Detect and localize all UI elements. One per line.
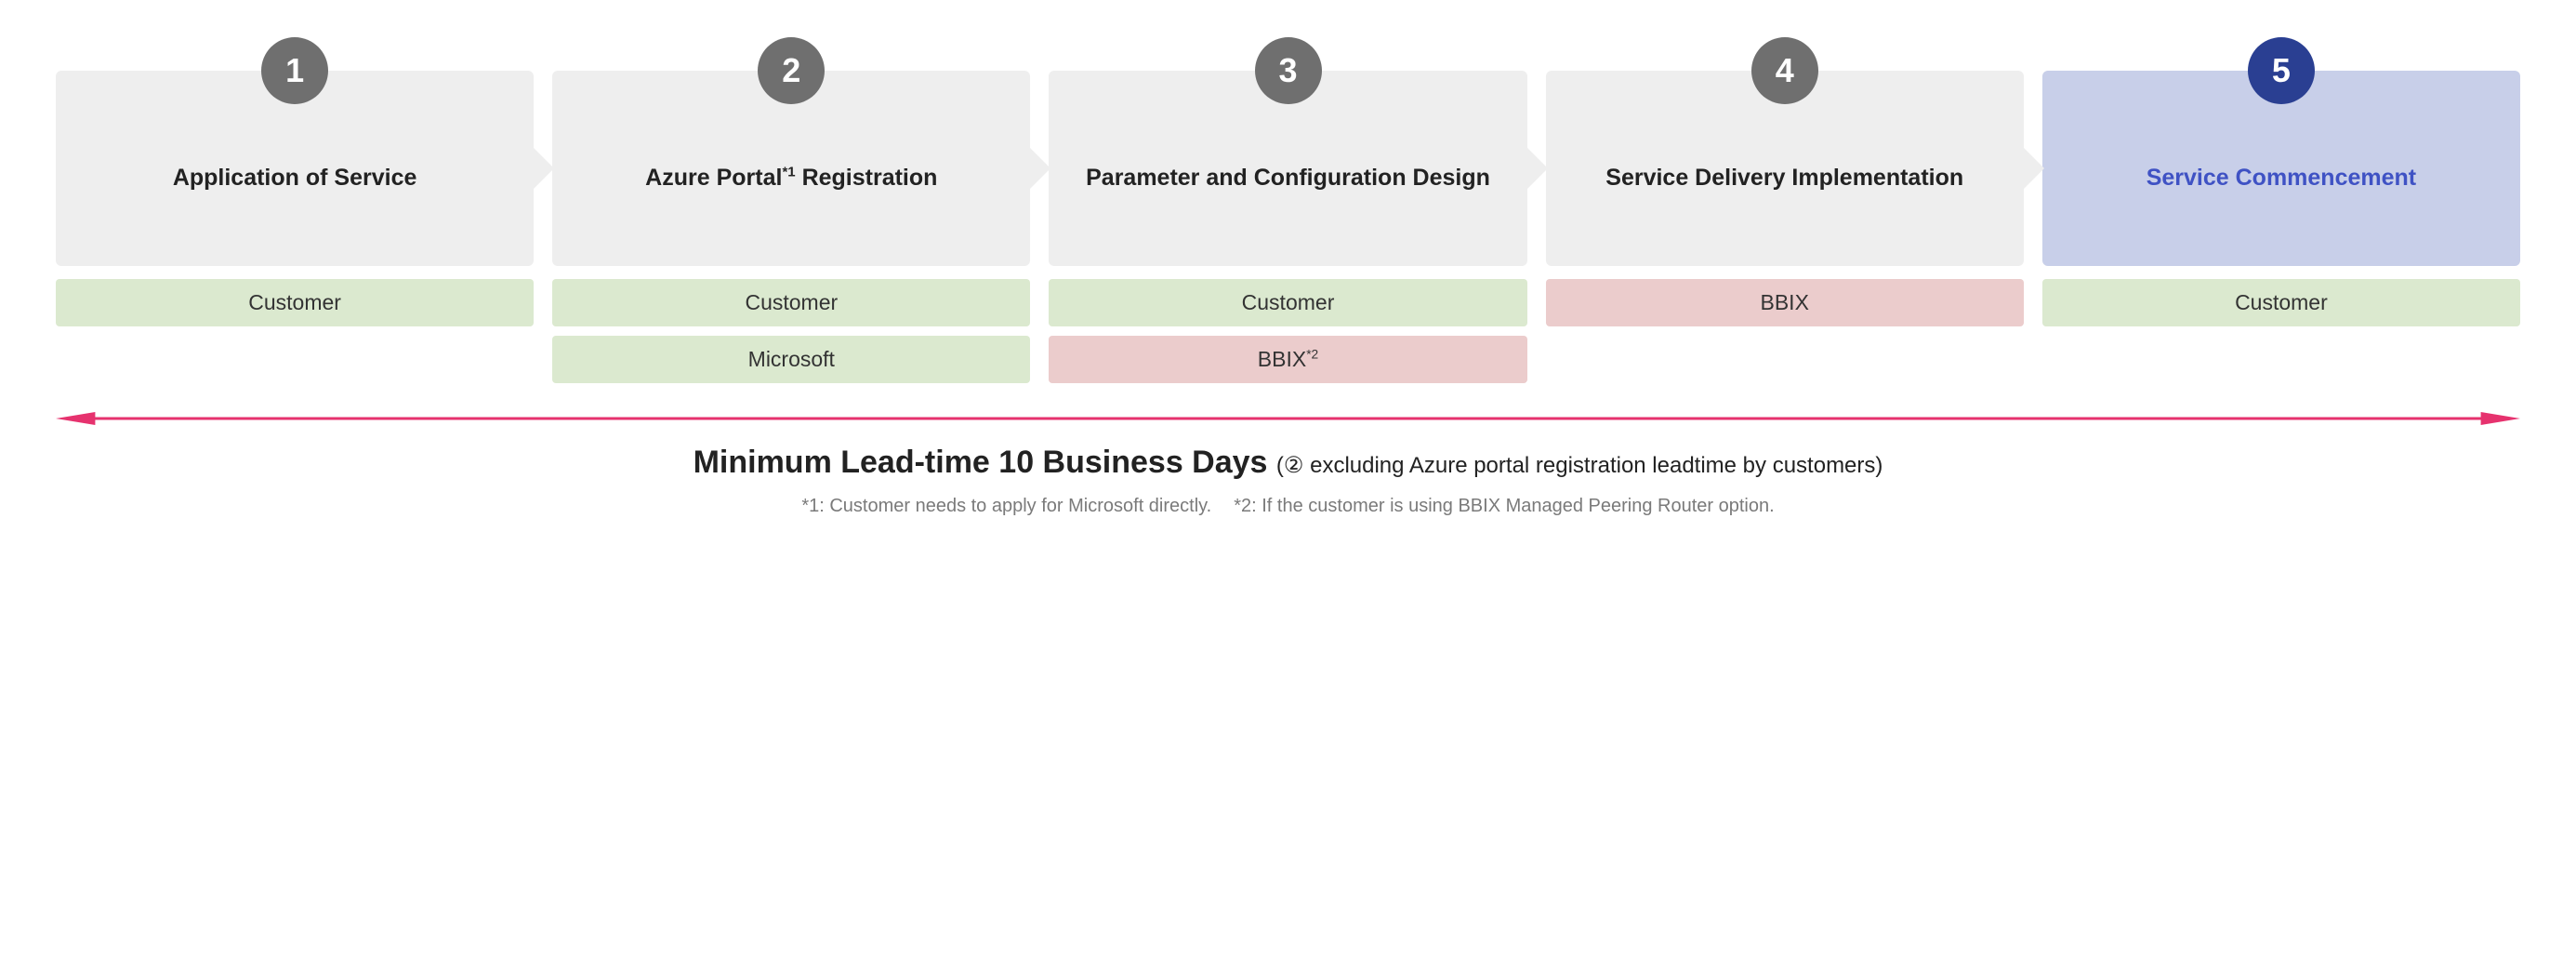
step-title: Application of Service — [173, 163, 417, 193]
step-5: 5 Service Commencement Customer — [2042, 37, 2520, 383]
footnotes: *1: Customer needs to apply for Microsof… — [56, 496, 2520, 517]
step-tags: Customer BBIX*2 — [1049, 279, 1526, 383]
responsible-tag: Customer — [1049, 279, 1526, 326]
chevron-icon — [1509, 129, 1548, 207]
step-head: 4 Service Delivery Implementation — [1546, 37, 2024, 266]
chevron-icon — [515, 129, 554, 207]
step-4: 4 Service Delivery Implementation BBIX — [1546, 37, 2024, 383]
footnote: *2: If the customer is using BBIX Manage… — [1234, 496, 1774, 516]
step-badge: 4 — [1751, 37, 1818, 104]
footnote: *1: Customer needs to apply for Microsof… — [801, 496, 1211, 516]
step-head: 5 Service Commencement — [2042, 37, 2520, 266]
step-title: Parameter and Configuration Design — [1086, 163, 1490, 193]
process-flow: 1 Application of Service Customer 2 Azure Po… — [56, 37, 2520, 383]
responsible-tag: BBIX — [1546, 279, 2024, 326]
step-2: 2 Azure Portal*1 Registration Customer Micr… — [552, 37, 1030, 383]
responsible-tag: Customer — [2042, 279, 2520, 326]
step-title: Service Commencement — [2147, 163, 2416, 193]
responsible-tag: BBIX*2 — [1049, 336, 1526, 383]
step-title: Service Delivery Implementation — [1605, 163, 1963, 193]
step-head: 2 Azure Portal*1 Registration — [552, 37, 1030, 266]
step-tags: Customer Microsoft — [552, 279, 1030, 383]
step-tags: BBIX — [1546, 279, 2024, 326]
leadtime-arrow — [56, 409, 2520, 428]
responsible-tag: Microsoft — [552, 336, 1030, 383]
step-tags: Customer — [56, 279, 534, 326]
step-badge: 5 — [2248, 37, 2315, 104]
leadtime-main: Minimum Lead-time 10 Business Days — [694, 445, 1268, 480]
step-head: 3 Parameter and Configuration Design — [1049, 37, 1526, 266]
step-1: 1 Application of Service Customer — [56, 37, 534, 383]
responsible-tag: Customer — [56, 279, 534, 326]
leadtime-paren: (② excluding Azure portal registration l… — [1276, 453, 1882, 478]
step-badge: 1 — [261, 37, 328, 104]
step-title: Azure Portal*1 Registration — [645, 163, 937, 193]
chevron-icon — [2005, 129, 2044, 207]
step-3: 3 Parameter and Configuration Design Custo… — [1049, 37, 1526, 383]
chevron-icon — [1011, 129, 1050, 207]
step-head: 1 Application of Service — [56, 37, 534, 266]
step-badge: 3 — [1255, 37, 1322, 104]
responsible-tag: Customer — [552, 279, 1030, 326]
step-tags: Customer — [2042, 279, 2520, 326]
leadtime-text: Minimum Lead-time 10 Business Days (② ex… — [56, 445, 2520, 481]
step-badge: 2 — [758, 37, 825, 104]
